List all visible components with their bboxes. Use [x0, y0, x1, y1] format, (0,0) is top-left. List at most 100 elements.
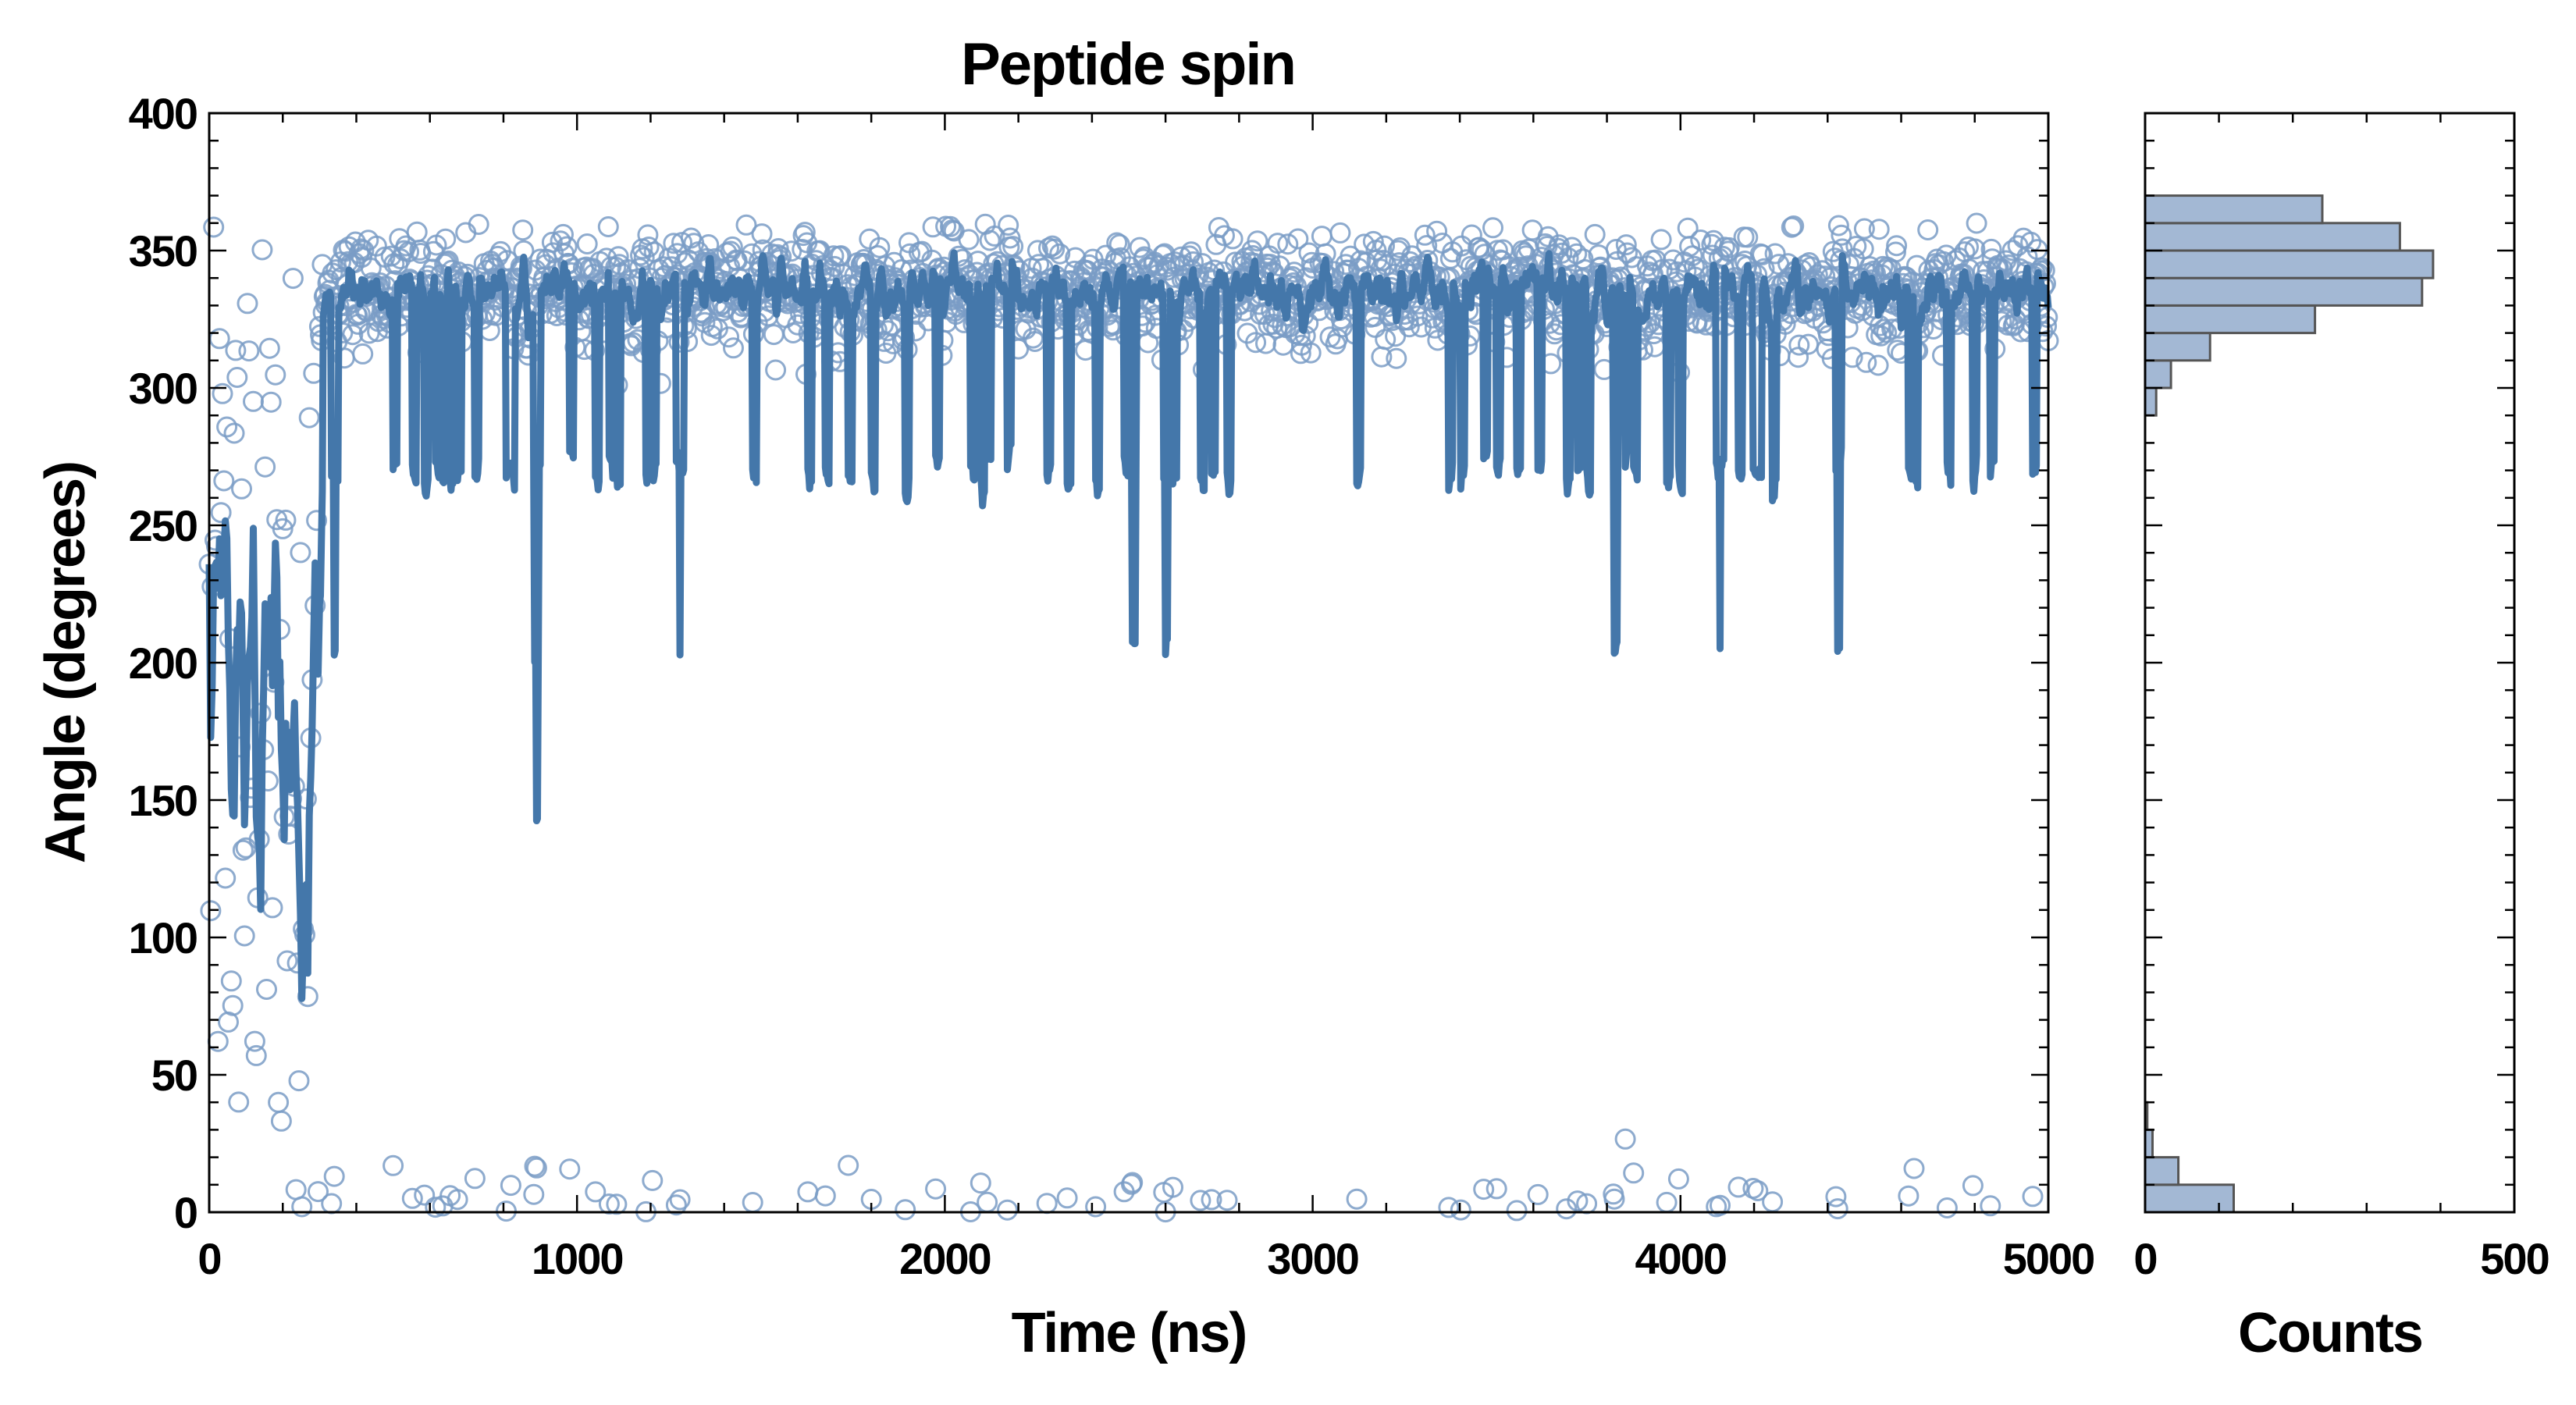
histogram-tick-marks [2144, 112, 2516, 1214]
y-tick-label: 100 [129, 913, 197, 962]
data-point [735, 214, 757, 236]
data-point [500, 1175, 521, 1197]
data-point [597, 216, 619, 237]
data-point [254, 456, 276, 478]
data-point [642, 1169, 664, 1191]
data-point [268, 1091, 290, 1113]
histogram-bar [2144, 1156, 2180, 1186]
data-point [447, 1189, 468, 1211]
data-point [606, 1193, 628, 1215]
data-point [1506, 1200, 1528, 1222]
data-point [979, 229, 1001, 251]
y-tick-label: 350 [129, 226, 197, 276]
data-point [1868, 219, 1890, 240]
data-point [1603, 1188, 1625, 1210]
data-point [342, 324, 364, 346]
data-point [633, 247, 655, 269]
data-point [231, 478, 252, 500]
data-point [1623, 1162, 1645, 1184]
data-point [585, 1181, 607, 1203]
data-point [970, 1172, 991, 1194]
data-point [323, 1165, 345, 1187]
data-point [797, 1181, 819, 1203]
data-point [1788, 347, 1809, 368]
data-point [2033, 259, 2055, 281]
data-point [1764, 243, 1786, 265]
data-point [997, 1199, 1018, 1221]
data-point [244, 1030, 265, 1052]
data-point [1827, 1198, 1848, 1220]
data-point [251, 239, 273, 261]
histogram-bar [2144, 276, 2424, 307]
data-point [1980, 1195, 2001, 1217]
data-point [487, 245, 509, 267]
data-point [1853, 218, 1875, 240]
data-point [1407, 305, 1429, 327]
x-tick-label: 4000 [1635, 1234, 1727, 1283]
data-point [275, 509, 297, 531]
data-point [1747, 1180, 1769, 1201]
x-axis-label: Time (ns) [1012, 1302, 1247, 1364]
data-point [576, 233, 598, 254]
data-point [2022, 1186, 2044, 1208]
y-tick-label: 150 [129, 776, 197, 825]
data-point [1375, 329, 1397, 350]
data-point [2001, 240, 2023, 261]
y-tick-label: 400 [129, 89, 197, 138]
data-point [998, 215, 1019, 236]
data-point [468, 214, 489, 235]
data-point [794, 222, 816, 244]
data-point [1762, 1191, 1784, 1213]
data-point [308, 1181, 329, 1203]
data-point [512, 219, 534, 241]
data-point [1679, 236, 1701, 258]
data-point [1106, 232, 1128, 254]
data-point [288, 1070, 310, 1092]
histogram-bar [2144, 386, 2158, 417]
x-tick-label: 2000 [899, 1234, 991, 1283]
data-point [814, 1185, 836, 1207]
data-point [1783, 215, 1805, 237]
data-point [1245, 332, 1267, 354]
data-point [1788, 334, 1810, 356]
data-point [899, 243, 921, 265]
data-point [1137, 332, 1159, 354]
histogram-bar [2144, 249, 2435, 279]
data-point [1567, 1190, 1589, 1212]
data-point [262, 897, 283, 919]
x-tick-label: 5000 [2003, 1234, 2094, 1283]
data-point [1650, 229, 1672, 251]
data-point [723, 337, 744, 359]
data-point [721, 236, 743, 258]
data-point [225, 340, 247, 361]
data-point [977, 1191, 998, 1213]
data-point [1216, 1190, 1238, 1211]
data-point [1831, 224, 1852, 246]
data-point [1329, 222, 1351, 244]
data-point [222, 994, 244, 1016]
chart-title: Peptide spin [961, 31, 1295, 98]
data-point [925, 1178, 947, 1200]
data-point [1667, 1168, 1689, 1190]
histogram-bars [2144, 194, 2435, 1214]
data-point [1287, 228, 1309, 250]
data-point [306, 510, 328, 532]
data-point [321, 1193, 343, 1215]
data-point [999, 227, 1021, 249]
y-tick-label: 250 [129, 501, 197, 550]
data-point [291, 1196, 313, 1218]
data-point [382, 1154, 404, 1176]
histogram-frame [2144, 112, 2516, 1214]
data-point [464, 1168, 486, 1190]
data-point [1852, 300, 1873, 322]
data-point [1584, 223, 1606, 245]
y-axis-label: Angle (degrees) [34, 462, 97, 863]
data-point [1710, 1194, 1731, 1216]
data-point [1346, 1188, 1368, 1210]
main-plot-frame [208, 112, 2050, 1214]
data-point [1190, 1190, 1212, 1211]
data-point [272, 518, 294, 539]
data-point [232, 839, 254, 861]
data-point [210, 502, 232, 524]
data-point [958, 229, 980, 251]
